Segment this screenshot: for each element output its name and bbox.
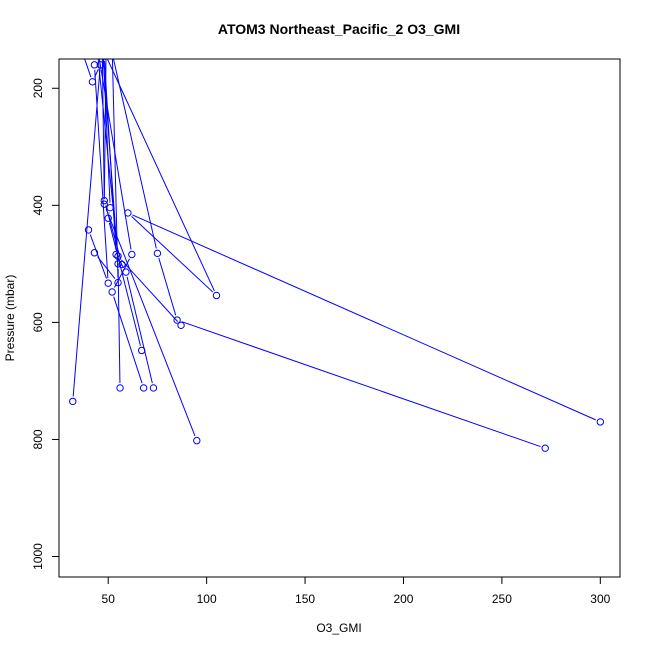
data-point	[88, 78, 97, 86]
data-point	[128, 250, 136, 259]
data-point	[173, 316, 181, 324]
series-segment	[108, 222, 141, 346]
x-tick-label: 300	[590, 592, 610, 606]
data-point	[90, 249, 99, 257]
y-tick-label: 1000	[31, 543, 45, 570]
data-point	[114, 260, 122, 268]
series-segment	[106, 59, 215, 292]
y-tick-label: 800	[31, 429, 45, 449]
data-point	[177, 321, 185, 330]
data-point	[212, 291, 221, 300]
series-segment	[103, 59, 107, 200]
x-tick-label: 200	[393, 592, 413, 606]
data-point	[100, 200, 108, 208]
data-series	[112, 59, 549, 452]
series-segment	[101, 59, 105, 196]
series-segment	[97, 256, 116, 279]
data-point	[104, 279, 112, 287]
series-segment	[121, 259, 179, 322]
series-segment	[112, 59, 157, 249]
series-segment	[72, 69, 101, 397]
series-segment	[89, 234, 107, 279]
data-point	[596, 418, 605, 426]
x-tick-label: 50	[102, 592, 116, 606]
data-point	[69, 397, 77, 406]
data-point	[149, 384, 158, 392]
data-point	[100, 196, 108, 205]
data-point	[193, 436, 201, 445]
y-tick-label: 400	[31, 195, 45, 215]
series-segment	[131, 215, 214, 293]
series-segment	[126, 276, 153, 384]
data-point	[108, 288, 116, 296]
x-tick-label: 100	[197, 592, 217, 606]
plot-series	[69, 59, 605, 452]
series-segment	[111, 59, 119, 278]
series-segment	[84, 59, 92, 78]
data-series	[100, 59, 201, 445]
data-point	[84, 226, 93, 234]
chart-title: ATOM3 Northeast_Pacific_2 O3_GMI	[218, 21, 460, 37]
data-point	[124, 209, 132, 217]
data-point	[153, 249, 162, 258]
plot-frame	[58, 58, 621, 578]
data-point	[122, 268, 130, 276]
series-segment	[105, 205, 122, 260]
series-segment	[94, 69, 99, 78]
x-tick-label: 250	[492, 592, 512, 606]
series-segment	[117, 268, 121, 383]
data-point	[116, 384, 124, 392]
series-segment	[105, 208, 196, 437]
data-point	[541, 444, 549, 452]
data-series	[97, 59, 185, 330]
data-point	[139, 384, 148, 392]
data-series	[106, 59, 605, 426]
x-axis-label: O3_GMI	[316, 621, 361, 635]
series-segment	[97, 59, 119, 252]
y-tick-label: 600	[31, 312, 45, 332]
x-tick-label: 150	[295, 592, 315, 606]
data-point	[114, 252, 122, 260]
series-segment	[158, 257, 177, 316]
data-series	[90, 59, 122, 287]
y-tick-label: 200	[31, 78, 45, 98]
series-segment	[181, 321, 541, 448]
series-segment	[132, 214, 596, 421]
y-axis-label: Pressure (mbar)	[3, 275, 17, 362]
data-point	[137, 346, 146, 355]
